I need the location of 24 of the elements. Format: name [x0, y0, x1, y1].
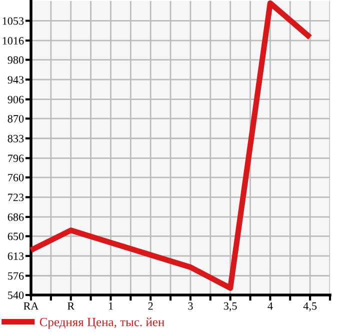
legend-label: Средняя Цена, тыс. йен: [40, 318, 164, 329]
x-tick-label: R: [67, 302, 75, 310]
y-tick-label: 906: [8, 96, 24, 104]
y-tick-label: 1016: [2, 37, 24, 45]
y-tick-label: 833: [8, 134, 24, 142]
x-tick-label: RA: [24, 302, 39, 310]
y-tick-label: 540: [8, 291, 24, 299]
y-tick-label: 870: [8, 115, 24, 123]
y-tick-label: 723: [8, 194, 24, 202]
y-tick-label: 943: [8, 76, 24, 84]
x-tick-label: 3,5: [224, 302, 237, 312]
y-tick-label: 796: [8, 154, 24, 162]
x-tick-label: 1: [108, 302, 113, 310]
y-tick-label: 760: [8, 174, 24, 182]
y-tick-label: 1053: [2, 17, 24, 25]
y-tick-label: 980: [8, 56, 24, 64]
y-tick-label: 686: [8, 213, 24, 221]
y-tick-label: 613: [8, 252, 24, 260]
x-tick-label: 3: [188, 302, 193, 310]
x-tick-label: 2: [148, 302, 153, 310]
y-tick-label: 576: [8, 272, 24, 280]
y-tick-label: 650: [8, 232, 24, 240]
x-tick-label: 4: [268, 302, 273, 310]
x-tick-label: 4,5: [303, 302, 317, 312]
